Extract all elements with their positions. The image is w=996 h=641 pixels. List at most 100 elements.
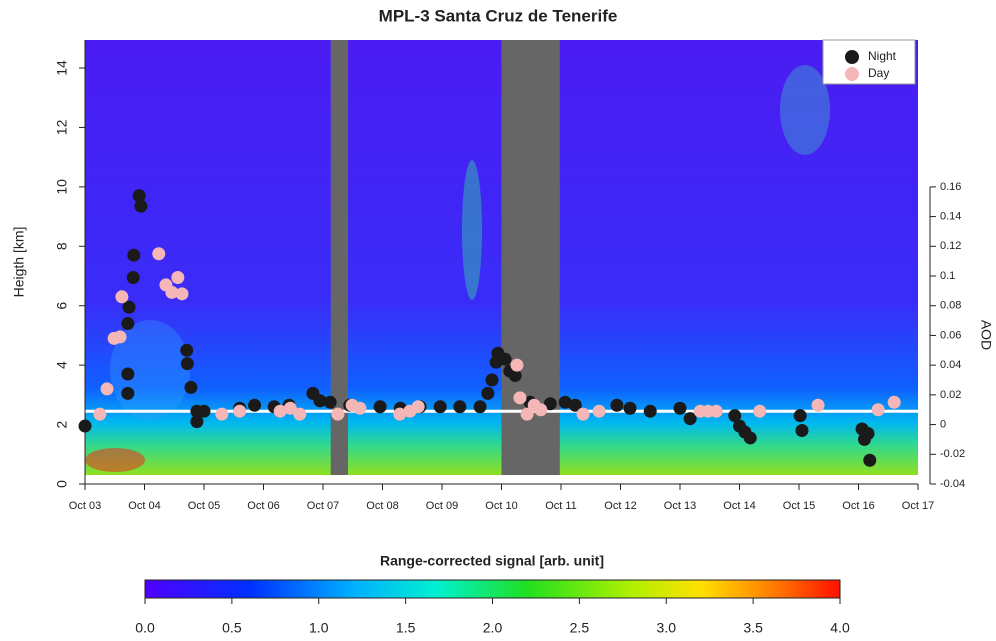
y-tick-label: 6 (54, 302, 70, 310)
data-point (323, 395, 337, 409)
x-tick-label: Oct 15 (783, 500, 815, 512)
chart-title: MPL-3 Santa Cruz de Tenerife (379, 6, 618, 25)
legend (822, 39, 916, 85)
data-point (233, 404, 247, 418)
data-point (520, 407, 534, 421)
data-point (190, 415, 204, 429)
data-point (871, 403, 885, 417)
x-tick-label: Oct 04 (128, 500, 160, 512)
data-point (508, 369, 522, 383)
colorbar-tick-label: 2.0 (483, 620, 503, 636)
y2-tick-label: 0.06 (940, 329, 961, 341)
data-point (498, 352, 512, 366)
data-point (643, 404, 657, 418)
data-point (313, 394, 327, 408)
data-point (373, 400, 387, 414)
data-point (473, 400, 487, 414)
data-point (728, 409, 742, 423)
colorbar-tick-label: 2.5 (570, 620, 590, 636)
data-point (127, 248, 141, 262)
data-point (795, 424, 809, 438)
y2-tick-label: 0.16 (940, 181, 961, 193)
data-point (165, 285, 179, 299)
data-point (793, 409, 807, 423)
data-point (673, 401, 687, 415)
colorbar-tick-label: 4.0 (830, 620, 850, 636)
y-tick-label: 0 (54, 480, 70, 488)
data-point (121, 367, 135, 381)
y2-tick-label: 0.04 (940, 359, 961, 371)
y-axis-title: Heigth [km] (11, 227, 27, 298)
data-point (510, 358, 524, 372)
data-point (543, 397, 557, 411)
x-tick-label: Oct 14 (723, 500, 755, 512)
colorbar-tick-label: 3.5 (743, 620, 763, 636)
legend-marker (845, 67, 859, 81)
data-point (558, 395, 572, 409)
y2-tick-label: 0 (940, 418, 946, 430)
x-tick-label: Oct 11 (545, 500, 577, 512)
x-tick-label: Oct 08 (366, 500, 398, 512)
data-point (743, 431, 757, 445)
y-tick-label: 10 (54, 179, 70, 195)
data-point (623, 401, 637, 415)
data-point (134, 199, 148, 213)
x-tick-label: Oct 13 (664, 500, 696, 512)
y-tick-label: 14 (54, 60, 70, 76)
data-point (485, 373, 499, 387)
data-point (331, 407, 345, 421)
colorbar (144, 579, 841, 599)
y-tick-label: 12 (54, 119, 70, 135)
signal-heatmap (85, 448, 145, 472)
data-point (513, 391, 527, 405)
data-point (115, 290, 129, 304)
no-data-band (330, 40, 348, 475)
y2-tick-label: 0.1 (940, 270, 955, 282)
y2-tick-label: 0.08 (940, 300, 961, 312)
data-point (709, 404, 723, 418)
data-point (152, 247, 166, 261)
x-tick-label: Oct 06 (247, 500, 279, 512)
x-tick-label: Oct 16 (842, 500, 874, 512)
data-point (863, 453, 877, 467)
data-point (481, 386, 495, 400)
data-point (113, 330, 127, 344)
colorbar-tick-label: 1.5 (396, 620, 416, 636)
data-point (811, 398, 825, 412)
x-tick-label: Oct 09 (426, 500, 458, 512)
signal-heatmap (462, 160, 482, 300)
y-tick-label: 2 (54, 420, 70, 428)
data-point (610, 398, 624, 412)
x-tick-label: Oct 10 (485, 500, 517, 512)
data-point (887, 395, 901, 409)
y2-axis-title: AOD (978, 320, 994, 350)
data-point (122, 300, 136, 314)
data-point (180, 343, 194, 357)
colorbar-tick-label: 1.0 (309, 620, 329, 636)
data-point (283, 401, 297, 415)
y2-tick-label: 0.02 (940, 389, 961, 401)
y2-tick-label: 0.14 (940, 210, 961, 222)
colorbar-tick-label: 3.0 (657, 620, 677, 636)
data-point (433, 400, 447, 414)
data-point (248, 398, 262, 412)
data-point (353, 401, 367, 415)
data-point (215, 407, 229, 421)
data-point (121, 317, 135, 331)
data-point (93, 407, 107, 421)
x-tick-label: Oct 12 (604, 500, 636, 512)
y-tick-label: 8 (54, 242, 70, 250)
data-point (753, 404, 767, 418)
data-point (293, 407, 307, 421)
data-point (171, 270, 185, 284)
signal-heatmap (780, 65, 830, 155)
legend-label: Night (868, 49, 897, 63)
data-point (132, 189, 146, 203)
data-point (197, 404, 211, 418)
data-point (121, 386, 135, 400)
data-point (592, 404, 606, 418)
data-point (78, 419, 92, 433)
data-point (126, 270, 140, 284)
data-point (180, 357, 194, 371)
